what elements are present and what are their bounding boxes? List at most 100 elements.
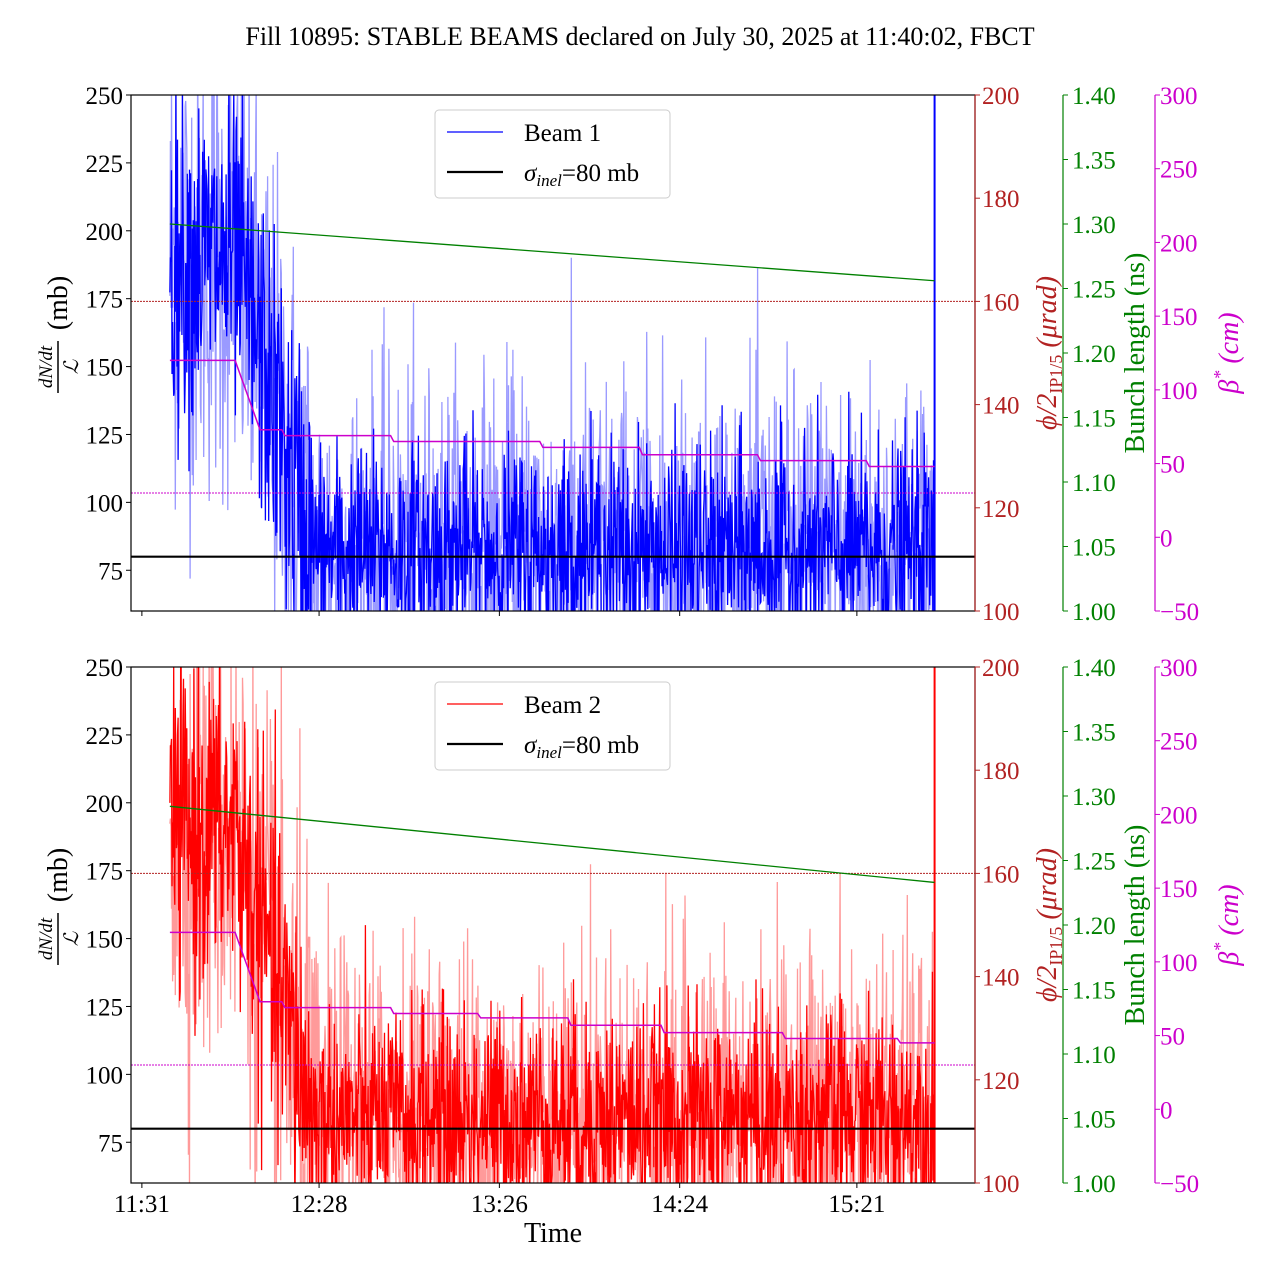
bl-tick-label: 1.25 [1072, 277, 1116, 304]
plot-area [131, 95, 975, 611]
y-tick-label: 150 [86, 927, 124, 954]
ca-tick-label: 140 [982, 965, 1020, 992]
ca-tick-label: 100 [982, 1171, 1020, 1198]
bs-tick-label: 250 [1160, 157, 1198, 184]
bl-tick-label: 1.35 [1072, 148, 1116, 175]
legend-label: σinel=80 mb [524, 732, 639, 762]
bl-tick-label: 1.05 [1072, 535, 1116, 562]
y-tick-label: 150 [86, 355, 124, 382]
y-tick-label: 175 [86, 287, 124, 314]
bl-tick-label: 1.20 [1072, 341, 1116, 368]
bs-tick-label: 200 [1160, 802, 1198, 829]
crossing-angle-label: ϕ/2IP1/5 (μrad) [1032, 276, 1066, 430]
beta-star-label: β* (cm) [1210, 312, 1245, 394]
bs-tick-label: 200 [1160, 230, 1198, 257]
ca-tick-label: 120 [982, 1068, 1020, 1095]
bl-tick-label: 1.10 [1072, 470, 1116, 497]
bl-tick-label: 1.10 [1072, 1042, 1116, 1069]
x-tick-label: 11:31 [114, 1191, 170, 1218]
y-tick-label: 75 [98, 1130, 123, 1157]
bs-tick-label: −50 [1160, 1171, 1199, 1198]
x-axis-label: Time [524, 1218, 582, 1249]
bunch-length-line [169, 805, 935, 884]
chart-title: Fill 10895: STABLE BEAMS declared on Jul… [245, 22, 1034, 51]
bl-tick-label: 1.35 [1072, 720, 1116, 747]
y-tick-label: 200 [86, 219, 124, 246]
bs-tick-label: 100 [1160, 378, 1198, 405]
x-tick-label: 15:21 [828, 1191, 885, 1218]
y-tick-label: 125 [86, 994, 124, 1021]
ca-tick-label: 180 [982, 186, 1020, 213]
bl-tick-label: 1.05 [1072, 1107, 1116, 1134]
legend-label: σinel=80 mb [524, 160, 639, 190]
x-tick-label: 13:26 [471, 1191, 528, 1218]
legend-label: Beam 1 [524, 120, 601, 147]
y-tick-label: 125 [86, 422, 124, 449]
bl-tick-label: 1.00 [1072, 599, 1116, 626]
crossing-angle-label: ϕ/2IP1/5 (μrad) [1032, 848, 1066, 1002]
legend-label: Beam 2 [524, 692, 601, 719]
beta-star-label: β* (cm) [1210, 884, 1245, 966]
bs-tick-label: 150 [1160, 876, 1198, 903]
y-tick-label: 200 [86, 791, 124, 818]
bs-tick-label: 0 [1160, 1097, 1173, 1124]
y-label-denominator: ℒ [61, 359, 83, 374]
y-tick-label: 100 [86, 490, 124, 517]
bs-tick-label: 300 [1160, 655, 1198, 682]
legend: Beam 2 σinel=80 mb [434, 681, 671, 771]
y-label-unit: (mb) [43, 276, 74, 330]
bunch-length-line [169, 223, 935, 282]
beta-star-line [169, 931, 935, 1044]
panel-2: 75 100 125 150 175 200 225 250 dN/dt ℒ (mb) 11:31 12… [36, 655, 1245, 1218]
x-tick-label: 12:28 [291, 1191, 348, 1218]
bs-tick-label: 50 [1160, 452, 1185, 479]
bs-tick-label: 300 [1160, 83, 1198, 110]
y-tick-label: 250 [86, 655, 124, 682]
y-label-denominator: ℒ [61, 931, 83, 946]
ca-tick-label: 140 [982, 393, 1020, 420]
y-tick-label: 175 [86, 859, 124, 886]
bs-tick-label: 0 [1160, 525, 1173, 552]
ca-tick-label: 120 [982, 496, 1020, 523]
bs-tick-label: 50 [1160, 1024, 1185, 1051]
ca-tick-label: 160 [982, 289, 1020, 316]
beam1-line [169, 95, 936, 611]
bl-tick-label: 1.00 [1072, 1171, 1116, 1198]
bl-tick-label: 1.25 [1072, 849, 1116, 876]
ca-tick-label: 100 [982, 599, 1020, 626]
beta-star-line [169, 359, 935, 468]
bs-tick-label: −50 [1160, 599, 1199, 626]
ca-tick-label: 200 [982, 655, 1020, 682]
panel-1: 75 100 125 150 175 200 225 250 dN/dt ℒ (mb) 100 120 1… [36, 83, 1245, 626]
bs-tick-label: 100 [1160, 950, 1198, 977]
y-tick-label: 250 [86, 83, 124, 110]
bunch-length-label: Bunch length (ns) [1120, 825, 1151, 1026]
bl-tick-label: 1.20 [1072, 913, 1116, 940]
ca-tick-label: 180 [982, 758, 1020, 785]
x-tick-label: 14:24 [651, 1191, 708, 1218]
bs-tick-label: 250 [1160, 729, 1198, 756]
bl-tick-label: 1.30 [1072, 784, 1116, 811]
bl-tick-label: 1.40 [1072, 83, 1116, 110]
plot-area [131, 667, 975, 1183]
bunch-length-label: Bunch length (ns) [1120, 253, 1151, 454]
legend: Beam 1 σinel=80 mb [434, 109, 671, 199]
y-tick-label: 225 [86, 151, 124, 178]
y-axis-label: dN/dt ℒ (mb) [36, 276, 83, 393]
y-tick-label: 100 [86, 1062, 124, 1089]
ca-tick-label: 160 [982, 861, 1020, 888]
beam2-line [169, 667, 936, 1183]
y-tick-label: 75 [98, 558, 123, 585]
bl-tick-label: 1.40 [1072, 655, 1116, 682]
y-label-numerator: dN/dt [36, 917, 57, 960]
ca-tick-label: 200 [982, 83, 1020, 110]
bl-tick-label: 1.30 [1072, 212, 1116, 239]
y-tick-label: 225 [86, 723, 124, 750]
y-axis-label: dN/dt ℒ (mb) [36, 848, 83, 965]
y-label-numerator: dN/dt [36, 345, 57, 388]
bl-tick-label: 1.15 [1072, 406, 1116, 433]
y-label-unit: (mb) [43, 848, 74, 902]
bl-tick-label: 1.15 [1072, 978, 1116, 1005]
bs-tick-label: 150 [1160, 304, 1198, 331]
